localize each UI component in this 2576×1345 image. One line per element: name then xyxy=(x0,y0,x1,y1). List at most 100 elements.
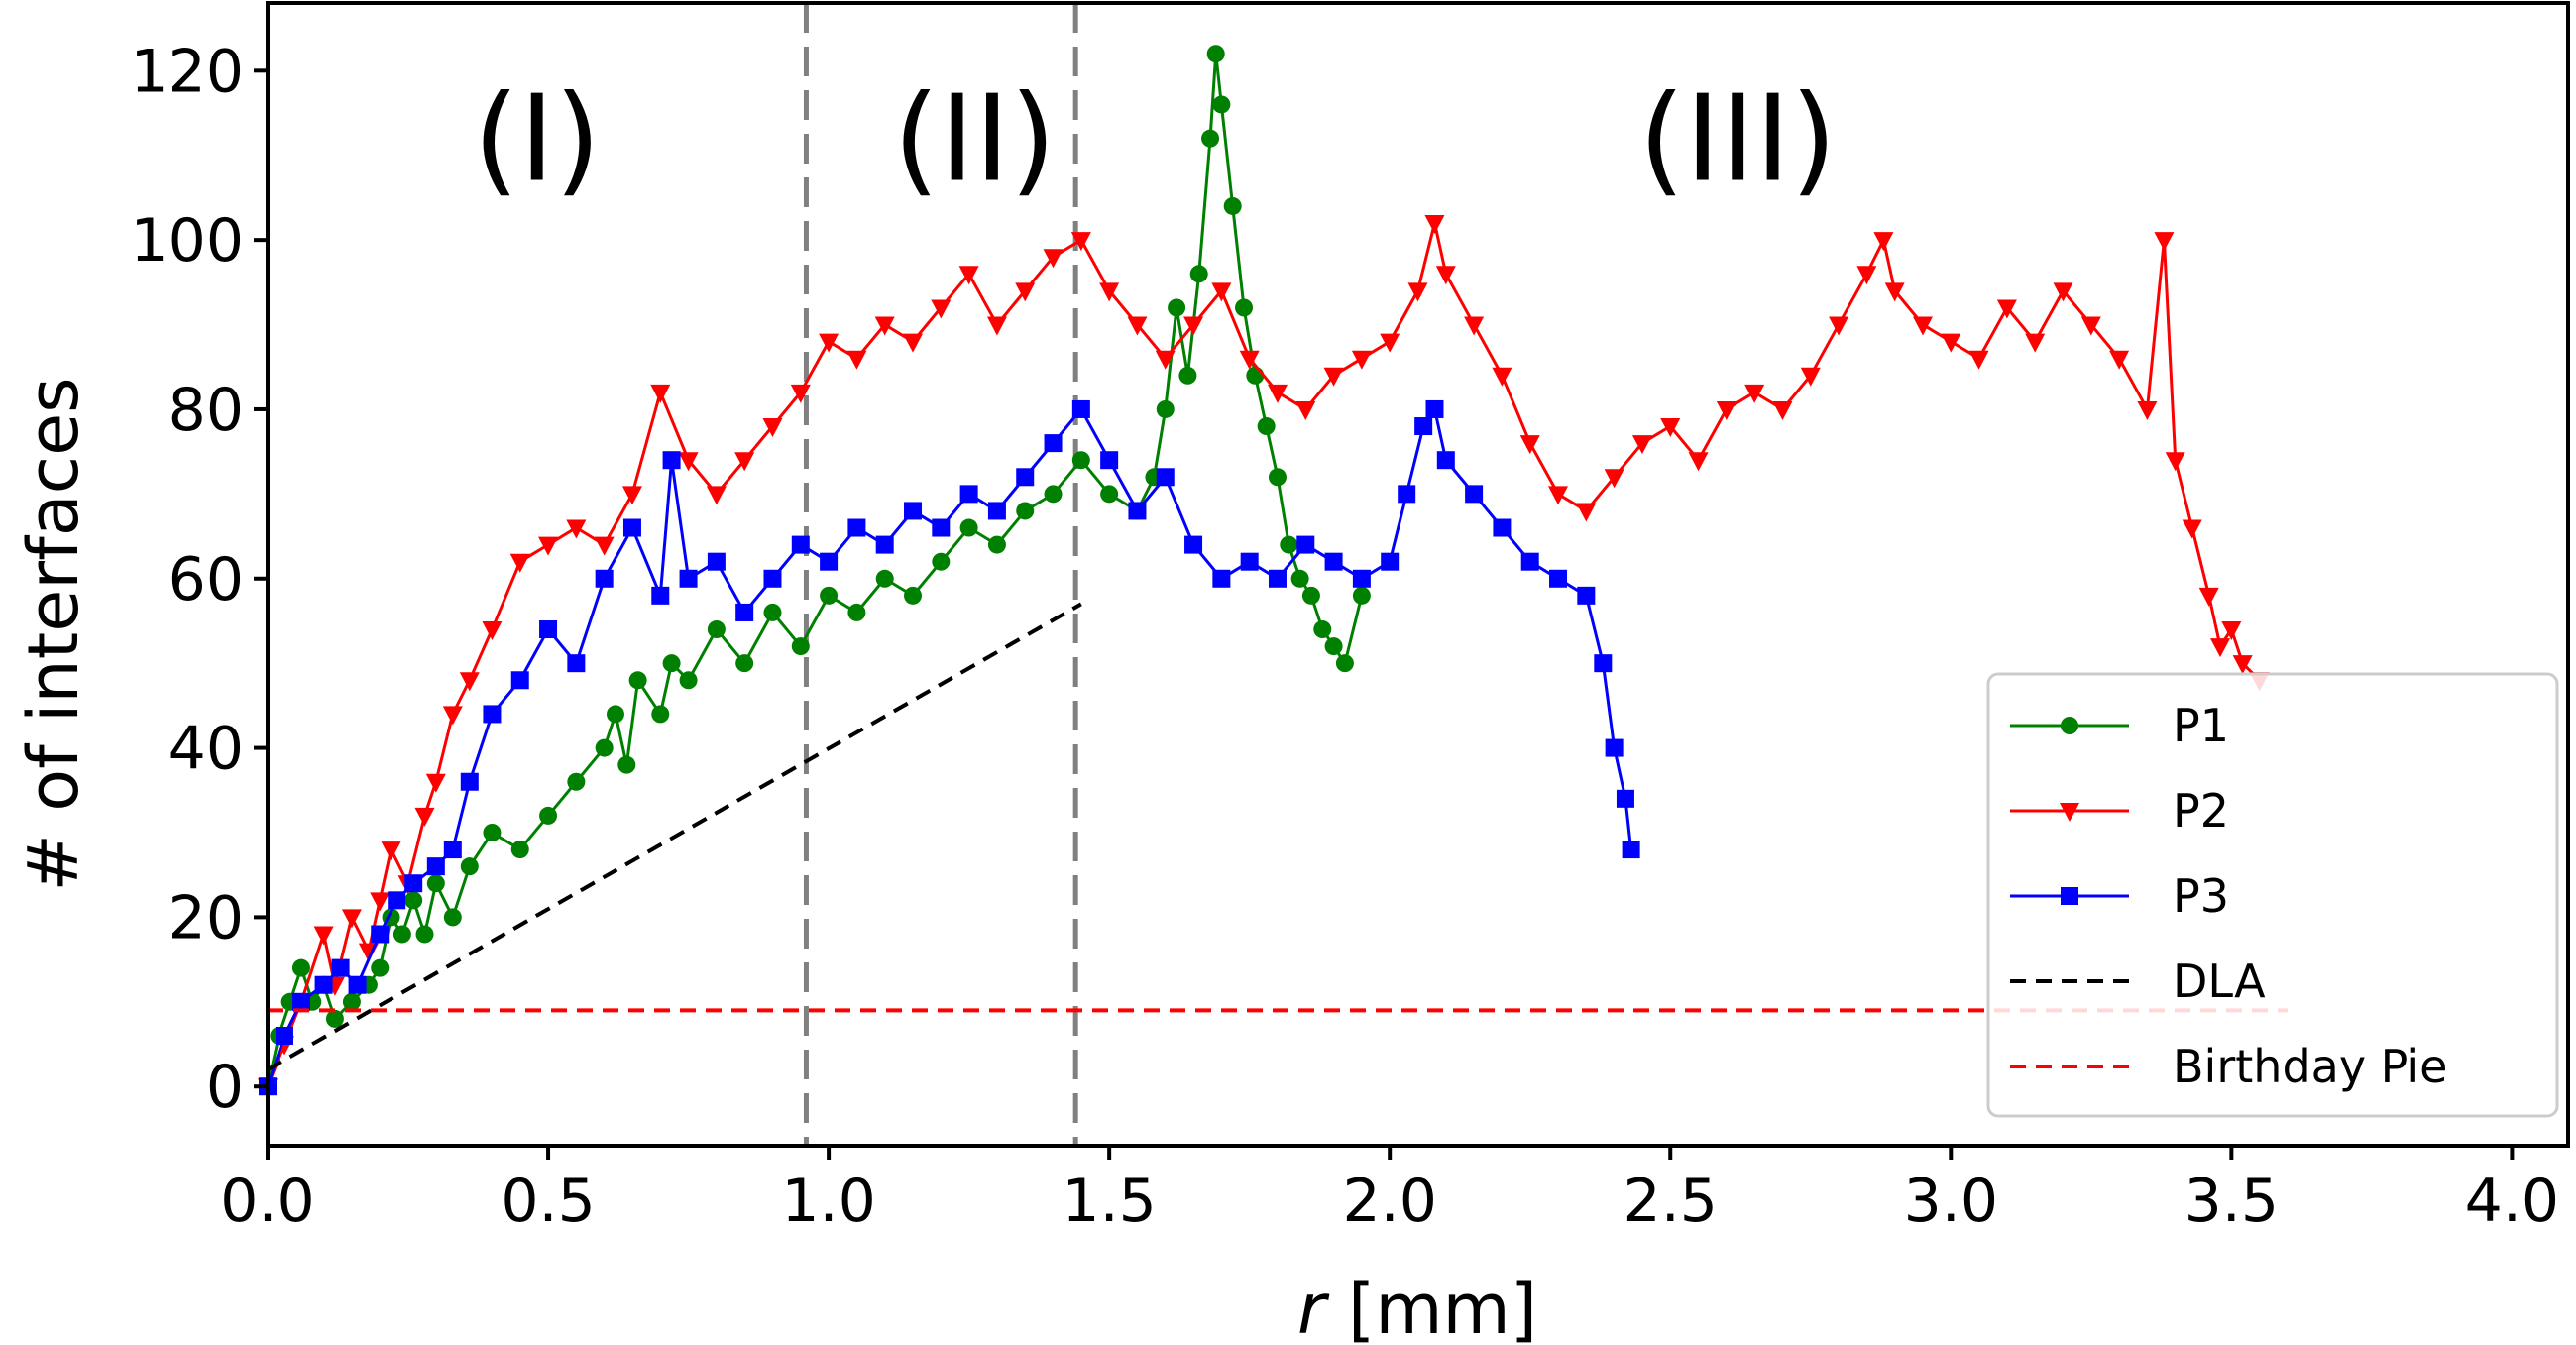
data-point xyxy=(460,857,479,876)
legend-marker xyxy=(2061,717,2078,734)
data-point xyxy=(509,553,530,573)
data-point xyxy=(621,486,642,505)
data-point xyxy=(1335,654,1354,673)
data-point xyxy=(1398,485,1416,504)
y-tick-label: 40 xyxy=(168,715,244,784)
data-point xyxy=(986,316,1007,336)
data-point xyxy=(1425,399,1444,418)
data-point xyxy=(348,975,367,994)
data-point xyxy=(1856,266,1877,285)
data-point xyxy=(1424,215,1445,235)
series-p1 xyxy=(259,45,1371,1096)
data-point xyxy=(1660,418,1681,438)
data-point xyxy=(443,908,462,927)
data-point xyxy=(567,772,586,791)
data-point xyxy=(483,823,502,841)
data-point xyxy=(931,299,952,319)
data-point xyxy=(628,671,647,690)
data-point xyxy=(2109,350,2130,370)
data-point xyxy=(904,502,923,520)
legend-label: P2 xyxy=(2173,784,2229,838)
data-point xyxy=(1044,485,1063,504)
x-axis: 0.0 0.5 1.0 1.5 2.0 2.5 3.0 3.5 4.0 xyxy=(220,1146,2559,1236)
data-point xyxy=(1099,282,1120,302)
data-point xyxy=(415,925,434,944)
data-point xyxy=(1290,569,1309,588)
data-point xyxy=(1295,400,1316,420)
data-point xyxy=(1015,282,1036,302)
data-point xyxy=(904,586,923,605)
data-point xyxy=(2080,316,2101,336)
data-point xyxy=(707,552,726,571)
data-point xyxy=(847,603,866,621)
data-point xyxy=(932,518,951,537)
legend-label: P1 xyxy=(2173,699,2229,752)
data-point xyxy=(762,418,783,438)
data-point xyxy=(1631,435,1652,455)
data-point xyxy=(313,926,334,946)
data-point xyxy=(1267,384,1288,403)
data-point xyxy=(404,891,423,910)
data-point xyxy=(678,452,699,472)
data-point xyxy=(1594,654,1613,673)
data-point xyxy=(2165,452,2185,472)
data-point xyxy=(1829,316,1849,336)
legend-item-birthday-pie: Birthday Pie xyxy=(2010,1040,2447,1093)
data-point xyxy=(1324,637,1343,656)
data-point xyxy=(1235,298,1254,317)
data-point xyxy=(707,620,726,639)
data-point xyxy=(1168,298,1186,317)
data-point xyxy=(662,451,681,470)
data-point xyxy=(987,502,1006,520)
data-point xyxy=(2025,333,2046,353)
legend: P1 P2 P3 DLA Birthday Pie xyxy=(1986,672,2559,1118)
data-point xyxy=(606,705,624,724)
data-point xyxy=(482,621,503,641)
data-point xyxy=(790,384,811,403)
series-dla xyxy=(267,602,1082,1071)
data-point xyxy=(1070,232,1091,252)
legend-label: Birthday Pie xyxy=(2173,1040,2447,1093)
data-point xyxy=(1071,451,1090,470)
data-point xyxy=(1016,468,1035,487)
data-point xyxy=(392,925,411,944)
data-point xyxy=(1206,45,1225,63)
data-point xyxy=(1464,316,1485,336)
data-point xyxy=(735,654,754,673)
data-point xyxy=(1381,552,1400,571)
data-point xyxy=(1744,384,1765,403)
data-point xyxy=(2182,519,2202,539)
y-tick-label: 60 xyxy=(168,545,244,615)
data-point xyxy=(275,1026,293,1045)
data-point xyxy=(443,841,462,859)
data-point xyxy=(932,552,951,571)
x-tick-label: 4.0 xyxy=(2465,1167,2559,1236)
data-point xyxy=(2154,232,2175,252)
data-point xyxy=(1313,620,1332,639)
data-point xyxy=(819,333,840,353)
data-point xyxy=(1156,468,1175,487)
data-point xyxy=(1772,400,1793,420)
y-tick-label: 100 xyxy=(130,206,244,276)
legend-marker xyxy=(2061,887,2078,905)
data-point xyxy=(510,671,529,690)
legend-label: DLA xyxy=(2173,954,2266,1008)
data-point xyxy=(426,857,445,876)
data-point xyxy=(1884,282,1905,302)
data-point xyxy=(651,586,670,605)
data-point xyxy=(1212,569,1231,588)
y-tick-label: 80 xyxy=(168,376,244,445)
data-point xyxy=(1201,129,1220,148)
data-point xyxy=(1352,569,1371,588)
data-point xyxy=(1616,789,1634,808)
x-tick-label: 1.5 xyxy=(1062,1167,1156,1236)
series-p3 xyxy=(259,399,1640,1096)
data-point xyxy=(388,891,406,910)
data-point xyxy=(617,755,636,774)
data-point xyxy=(1100,485,1119,504)
data-point xyxy=(483,705,502,724)
x-axis-title: r [mm] xyxy=(1297,1269,1537,1345)
data-point xyxy=(314,975,333,994)
data-point xyxy=(1240,552,1259,571)
